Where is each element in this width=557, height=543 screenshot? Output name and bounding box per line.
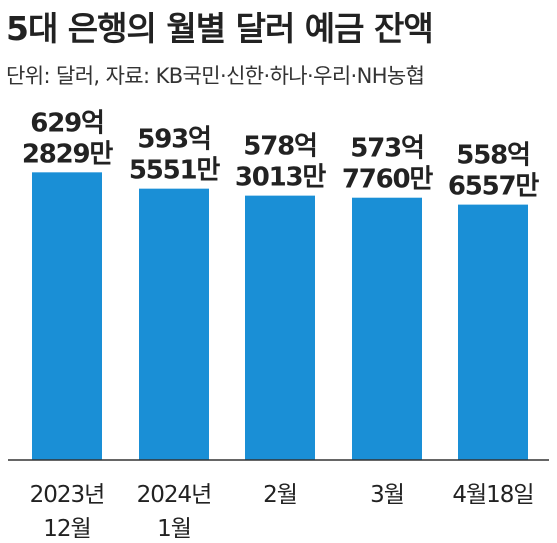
data-label: 578억	[243, 132, 316, 162]
x-tick-label: 2024년	[137, 482, 212, 508]
data-label: 573억	[350, 134, 423, 164]
x-tick-label: 12월	[43, 516, 90, 542]
x-tick-label: 3월	[370, 482, 404, 508]
bar	[458, 204, 528, 460]
bar	[32, 172, 102, 460]
bar	[245, 195, 315, 460]
data-label: 629억	[30, 108, 103, 138]
chart-subtitle: 단위: 달러, 자료: KB국민·신한·하나·우리·NH농협	[6, 64, 425, 88]
x-tick-label: 2023년	[30, 482, 105, 508]
data-label: 5551만	[129, 156, 221, 186]
data-label: 6557만	[448, 172, 540, 202]
data-label: 558억	[456, 141, 529, 171]
data-label: 2829만	[22, 139, 114, 169]
data-label: 593억	[137, 125, 210, 155]
x-tick-label: 1월	[157, 516, 191, 542]
x-tick-label: 4월18일	[452, 482, 533, 508]
data-label: 7760만	[342, 165, 434, 195]
x-tick-label: 2월	[263, 482, 297, 508]
bar	[139, 188, 209, 460]
data-label: 3013만	[235, 163, 327, 193]
bar	[352, 197, 422, 460]
chart-title: 5대 은행의 월별 달러 예금 잔액	[6, 9, 434, 48]
